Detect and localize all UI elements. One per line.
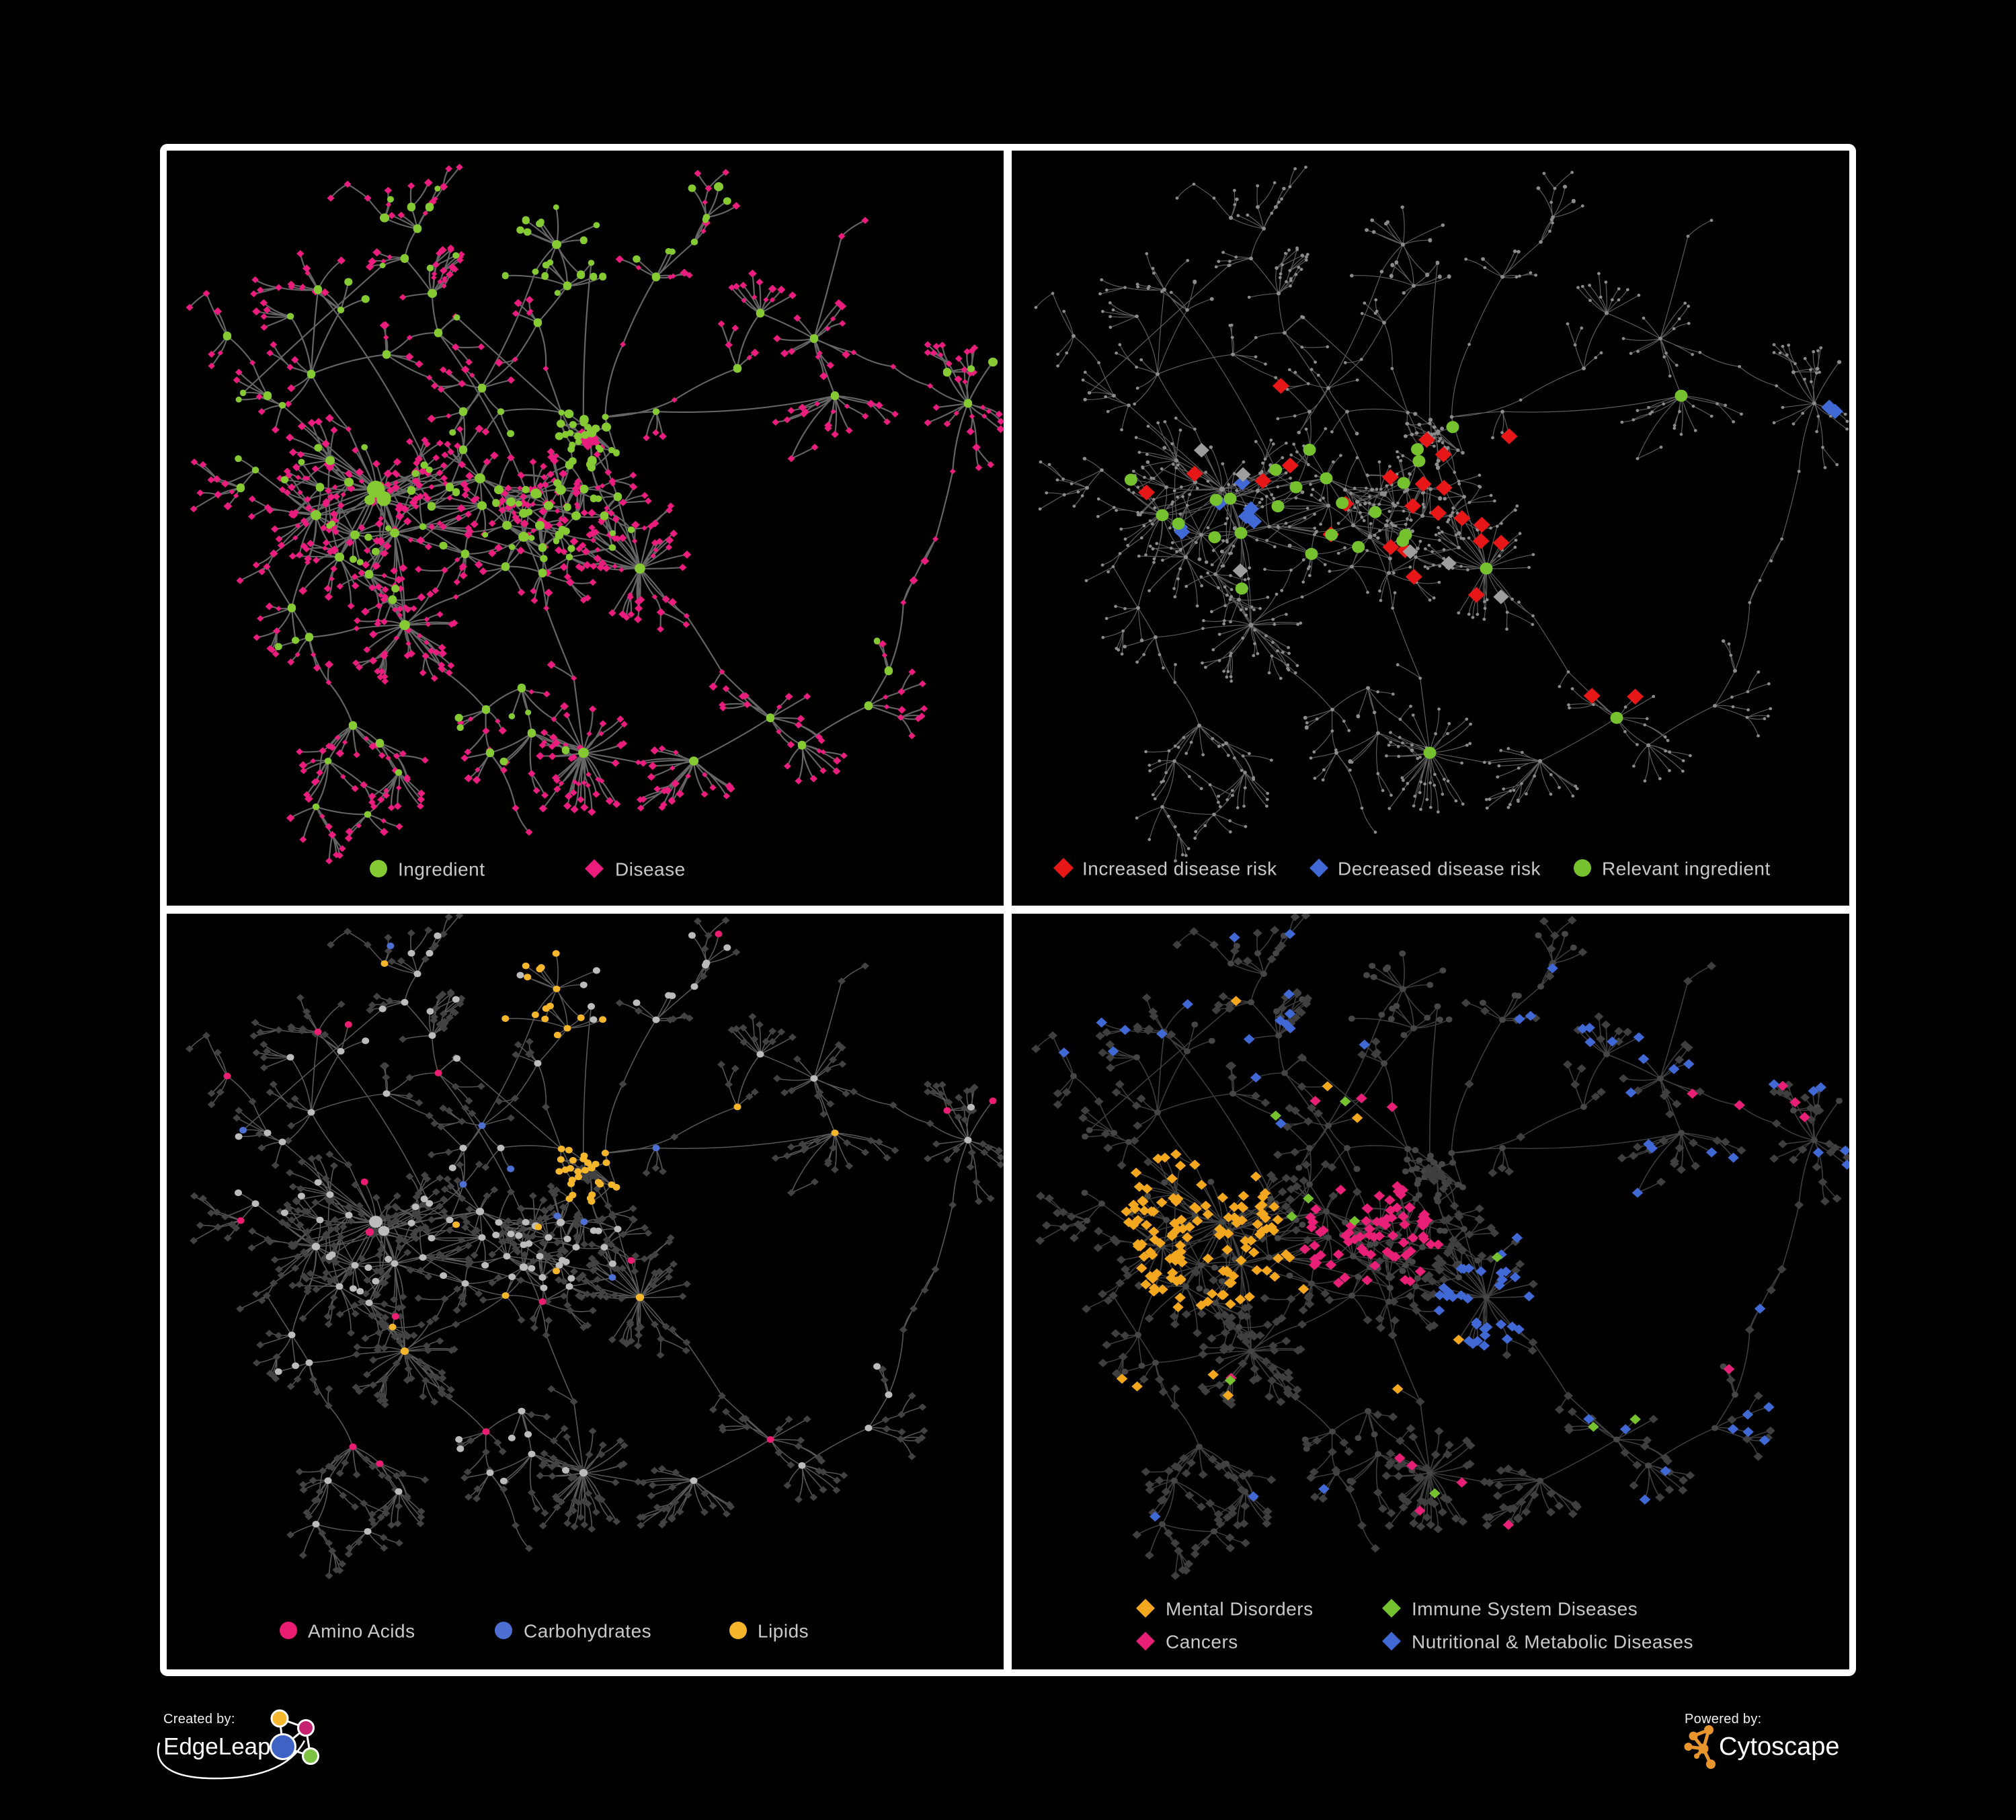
svg-text:Mental Disorders: Mental Disorders <box>1166 1599 1314 1620</box>
svg-text:Immune System Diseases: Immune System Diseases <box>1412 1599 1638 1620</box>
svg-text:Amino Acids: Amino Acids <box>308 1621 415 1642</box>
svg-text:Lipids: Lipids <box>758 1621 809 1642</box>
svg-text:Carbohydrates: Carbohydrates <box>524 1621 651 1642</box>
svg-text:Cancers: Cancers <box>1166 1632 1238 1653</box>
svg-text:EdgeLeap: EdgeLeap <box>163 1734 271 1760</box>
svg-text:Ingredient: Ingredient <box>398 859 485 880</box>
svg-text:Relevant ingredient: Relevant ingredient <box>1602 859 1771 879</box>
svg-text:Nutritional & Metabolic Diseas: Nutritional & Metabolic Diseases <box>1412 1632 1693 1653</box>
svg-text:Decreased disease risk: Decreased disease risk <box>1338 859 1541 879</box>
svg-text:Cytoscape: Cytoscape <box>1719 1733 1840 1761</box>
svg-text:Created by:: Created by: <box>163 1712 235 1727</box>
svg-text:Disease: Disease <box>615 859 686 880</box>
svg-text:Powered by:: Powered by: <box>1685 1712 1761 1727</box>
svg-text:Increased disease risk: Increased disease risk <box>1082 859 1277 879</box>
